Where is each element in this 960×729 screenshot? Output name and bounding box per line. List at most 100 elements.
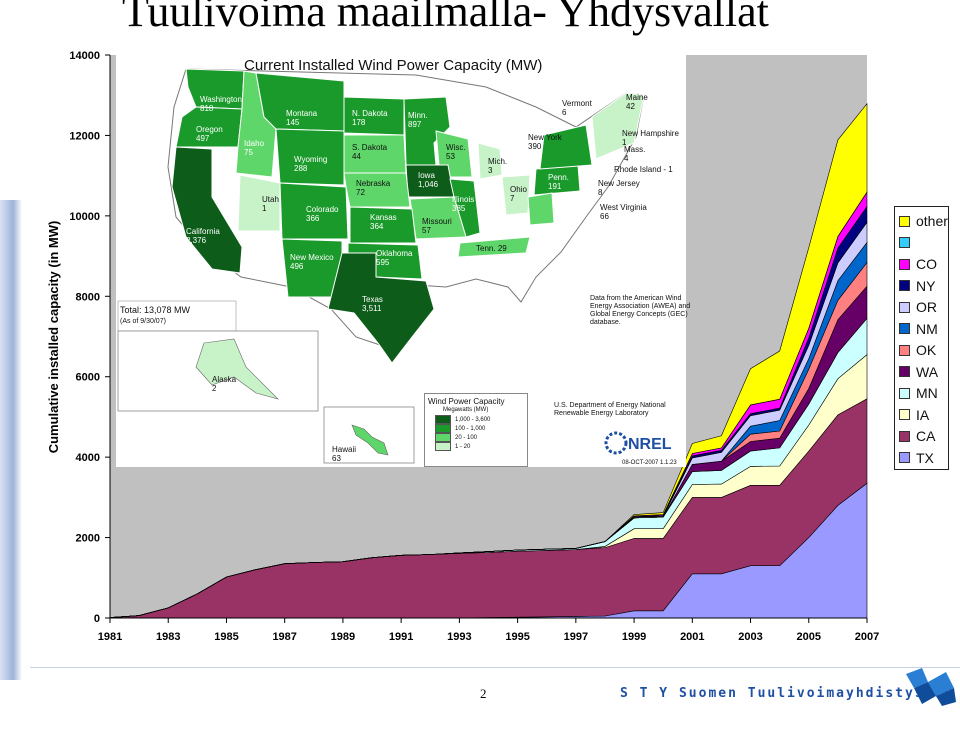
legend-swatch (899, 323, 910, 334)
state-ohio (501, 174, 531, 216)
y-tick-label: 12000 (69, 130, 100, 142)
label-oregon: Oregon 497 (196, 125, 223, 143)
label-california: California 2,376 (186, 227, 220, 245)
legend-swatch (899, 301, 910, 313)
legend-label: TX (916, 449, 934, 466)
y-axis-title: Cumulative installed capacity (in MW) (46, 221, 61, 454)
label-wyoming: Wyoming 288 (294, 155, 328, 173)
total-capacity: Total: 13,078 MW (120, 305, 191, 315)
legend-item: CO (899, 254, 937, 274)
nrel-logo-text: NREL (628, 436, 672, 453)
legend-item: OR (899, 297, 937, 317)
label-missouri: Missouri 57 (422, 217, 452, 235)
label-vermont: Vermont 6 (562, 99, 592, 117)
state-illinois (449, 178, 481, 238)
sty-logo-icon (906, 668, 956, 706)
state-new-england (591, 92, 645, 160)
map-legend-title: Wind Power Capacity (428, 397, 505, 406)
legend-label: CO (916, 256, 937, 272)
label-west-virginia: West Virginia 66 (600, 203, 647, 221)
x-tick-label: 1991 (389, 631, 413, 643)
state-alaska (195, 338, 280, 400)
doe-note: U.S. Department of Energy National Renew… (554, 402, 666, 417)
legend-item: MN (899, 383, 938, 403)
label-kansas: Kansas 364 (370, 213, 397, 231)
x-tick-label: 2003 (738, 631, 762, 643)
label-south-dakota: S. Dakota 44 (352, 143, 388, 161)
legend-label: other (916, 213, 948, 229)
map-legend-swatch (435, 442, 451, 451)
x-tick-label: 1983 (156, 631, 180, 643)
x-tick-label: 1997 (564, 631, 588, 643)
label-new-york: New York 390 (528, 133, 562, 151)
state-tennessee (457, 236, 531, 258)
legend-swatch (899, 409, 910, 420)
legend-item: CA (899, 426, 935, 446)
slide-title: Tuulivoima maailmalla- Yhdysvallat (122, 0, 769, 36)
legend-item: other (899, 211, 948, 231)
legend-swatch (899, 452, 910, 463)
label-illinois: Illinois 385 (452, 195, 475, 213)
state-nebraska (343, 172, 411, 208)
legend-swatch (899, 237, 910, 248)
map-legend-item: 1,000 - 3,600 (435, 415, 527, 424)
map-legend-item: 1 - 20 (435, 442, 527, 451)
total-date-note: (As of 9/30/07) (120, 318, 166, 325)
state-michigan (477, 142, 503, 180)
label-new-jersey: New Jersey 8 (598, 179, 640, 197)
state-wyoming (275, 128, 345, 186)
state-new-york (539, 124, 593, 170)
nrel-logo: NREL (604, 431, 672, 455)
legend-item: TX (899, 448, 934, 468)
label-iowa: Iowa 1,046 (418, 171, 439, 189)
label-idaho: Idaho 75 (244, 139, 265, 157)
label-colorado: Colorado 366 (306, 205, 339, 223)
map-title: Current Installed Wind Power Capacity (M… (244, 57, 543, 74)
legend-swatch (899, 215, 910, 227)
state-colorado (279, 182, 349, 240)
legend-swatch (899, 387, 910, 399)
state-california (171, 146, 243, 274)
state-utah (237, 174, 281, 232)
label-washington: Washington 818 (200, 95, 242, 113)
legend-label: CA (916, 428, 936, 444)
y-tick-label: 8000 (76, 291, 100, 303)
map-legend-swatch (435, 424, 451, 433)
x-tick-label: 1985 (214, 631, 238, 643)
state-hawaii (351, 424, 389, 456)
legend-label: OR (916, 299, 937, 315)
label-nebraska: Nebraska 72 (356, 179, 391, 197)
y-tick-label: 0 (94, 613, 100, 625)
state-texas (327, 252, 435, 364)
chart-legend: other CO NY OR NM OK WA MN IA CA TX (894, 206, 949, 470)
map-legend-item: 100 - 1,000 (435, 424, 527, 433)
legend-item: OK (899, 340, 936, 360)
label-massachusetts: Mass. 4 (624, 145, 646, 163)
legend-item (899, 233, 916, 253)
legend-label: IA (916, 406, 930, 423)
map-legend-unit: Megawatts (MW) (443, 407, 489, 413)
map-legend: Wind Power Capacity Megawatts (MW) 1,000… (424, 393, 528, 467)
label-montana: Montana 145 (286, 109, 318, 127)
label-maine: Maine 42 (626, 93, 648, 111)
legend-swatch (899, 366, 910, 377)
label-oklahoma: Oklahoma 595 (376, 249, 413, 267)
page-number: 2 (480, 686, 487, 701)
label-new-hampshire: New Hampshire 1 (622, 129, 679, 147)
x-tick-label: 2001 (680, 631, 704, 643)
x-tick-label: 2005 (797, 631, 821, 643)
y-tick-label: 6000 (76, 372, 100, 384)
left-decoration-bar (0, 200, 22, 680)
x-tick-label: 1989 (331, 631, 355, 643)
label-ohio: Ohio 7 (510, 185, 527, 203)
label-minnesota: Minn. 897 (408, 111, 428, 129)
map-legend-swatch (435, 433, 451, 442)
y-tick-label: 10000 (69, 211, 100, 223)
map-legend-item: 20 - 100 (435, 433, 527, 442)
legend-label: MN (916, 385, 938, 401)
label-new-mexico: New Mexico 496 (290, 253, 334, 271)
legend-item: WA (899, 362, 938, 382)
label-rhode-island: Rhode Island - 1 (614, 165, 673, 174)
series-area-other (109, 102, 868, 618)
state-oregon (175, 106, 243, 148)
